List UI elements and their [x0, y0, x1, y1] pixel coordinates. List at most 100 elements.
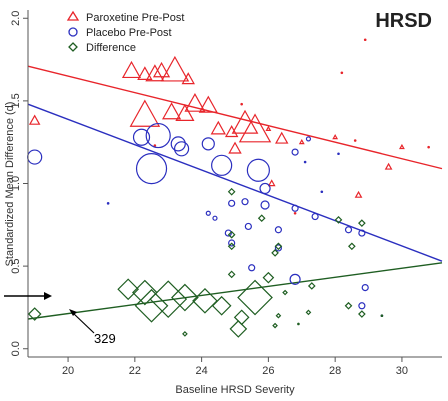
paroxetine-point — [332, 134, 339, 140]
placebo-point — [244, 222, 252, 231]
placebo-point — [224, 229, 232, 237]
difference-point — [348, 242, 356, 251]
difference-dot — [297, 322, 300, 326]
legend-triangle-icon — [66, 10, 80, 21]
placebo-point — [212, 215, 218, 221]
paroxetine-point — [265, 125, 272, 131]
difference-point — [182, 331, 188, 337]
placebo-point — [259, 182, 271, 195]
placebo-point — [305, 136, 312, 142]
paroxetine-point — [238, 113, 272, 143]
placebo-point — [205, 210, 211, 216]
placebo-point — [274, 226, 283, 234]
placebo-dot — [106, 202, 110, 205]
paroxetine-point — [184, 92, 206, 112]
x-tick-label: 20 — [62, 365, 74, 377]
legend-item-paroxetine: Paroxetine Pre-Post — [66, 10, 184, 24]
placebo-point — [291, 204, 299, 212]
difference-point — [227, 187, 236, 196]
legend-label-paroxetine: Paroxetine Pre-Post — [86, 12, 184, 24]
placebo-point — [248, 264, 256, 272]
legend-item-difference: Difference — [68, 42, 136, 54]
panel-title: HRSD — [375, 10, 432, 32]
placebo-point — [145, 122, 171, 149]
difference-point — [307, 282, 316, 290]
paroxetine-point — [399, 143, 405, 150]
placebo-point — [291, 148, 299, 156]
y-tick-label: 1.5 — [10, 93, 22, 108]
placebo-point — [132, 128, 151, 146]
legend-label-difference: Difference — [86, 42, 136, 54]
paroxetine-dot — [427, 145, 430, 149]
annotation-329: 329 — [4, 292, 116, 346]
difference-point — [211, 295, 232, 316]
plot-area — [27, 38, 443, 338]
paroxetine-point — [228, 141, 242, 154]
annotation-arrow-head-icon — [69, 309, 77, 316]
paroxetine-point — [28, 114, 41, 125]
y-tick-label: 0.5 — [10, 258, 22, 273]
difference-point — [149, 280, 188, 319]
y-tick-label: 1.0 — [10, 176, 22, 191]
x-tick-label: 26 — [262, 365, 274, 377]
paroxetine-point — [224, 125, 239, 138]
placebo-dot — [320, 190, 324, 194]
legend-label-placebo: Placebo Pre-Post — [86, 27, 172, 39]
placebo-point — [358, 229, 366, 237]
difference-point — [262, 271, 275, 284]
y-tick-label: 0.0 — [10, 341, 22, 356]
x-tick-label: 24 — [195, 365, 207, 377]
x-tick-label: 22 — [129, 365, 141, 377]
paroxetine-point — [161, 102, 182, 120]
difference-point — [132, 279, 158, 306]
placebo-point — [27, 149, 43, 165]
placebo-point — [173, 141, 190, 157]
paroxetine-point — [354, 190, 363, 198]
x-tick-label: 30 — [396, 365, 408, 377]
paroxetine-dot — [353, 139, 357, 142]
paroxetine-point — [152, 61, 171, 78]
legend-diamond-icon — [68, 42, 78, 52]
paroxetine-point — [137, 66, 153, 80]
placebo-point — [135, 153, 168, 185]
difference-point — [305, 309, 312, 316]
paroxetine-dot — [363, 38, 367, 42]
difference-point — [275, 312, 282, 319]
paroxetine-point — [275, 131, 289, 144]
placebo-point — [311, 212, 319, 221]
difference-point — [344, 301, 353, 310]
fit-line-placebo — [27, 103, 443, 262]
placebo-point — [228, 199, 236, 207]
paroxetine-dot — [240, 102, 243, 106]
difference-dot — [380, 314, 384, 317]
paroxetine-point — [181, 72, 195, 85]
difference-point — [257, 214, 266, 223]
paroxetine-point — [210, 120, 226, 135]
paroxetine-point — [129, 99, 161, 127]
placebo-point — [361, 284, 369, 292]
paroxetine-point — [198, 95, 218, 113]
paroxetine-point — [160, 55, 190, 82]
difference-point — [271, 249, 279, 257]
placebo-point — [241, 198, 249, 206]
paroxetine-point — [267, 179, 276, 187]
paroxetine-point — [175, 103, 195, 121]
placebo-point — [260, 200, 270, 210]
paroxetine-point — [384, 162, 393, 170]
difference-point — [229, 320, 248, 338]
axes: 20 22 24 26 28 30 0.0 0.5 1.0 1.5 2.0 — [10, 10, 442, 377]
difference-point — [237, 279, 273, 316]
placebo-point — [201, 137, 215, 151]
x-axis-title: Baseline HRSD Severity — [175, 384, 295, 396]
difference-point — [272, 322, 278, 329]
paroxetine-point — [145, 64, 165, 82]
x-tick-label: 28 — [329, 365, 341, 377]
left-arrow-head-icon — [44, 292, 52, 300]
difference-point — [358, 219, 366, 228]
difference-point — [274, 242, 283, 251]
difference-point — [192, 287, 218, 314]
placebo-point — [211, 154, 233, 176]
difference-point — [358, 310, 366, 318]
difference-point — [227, 230, 236, 239]
